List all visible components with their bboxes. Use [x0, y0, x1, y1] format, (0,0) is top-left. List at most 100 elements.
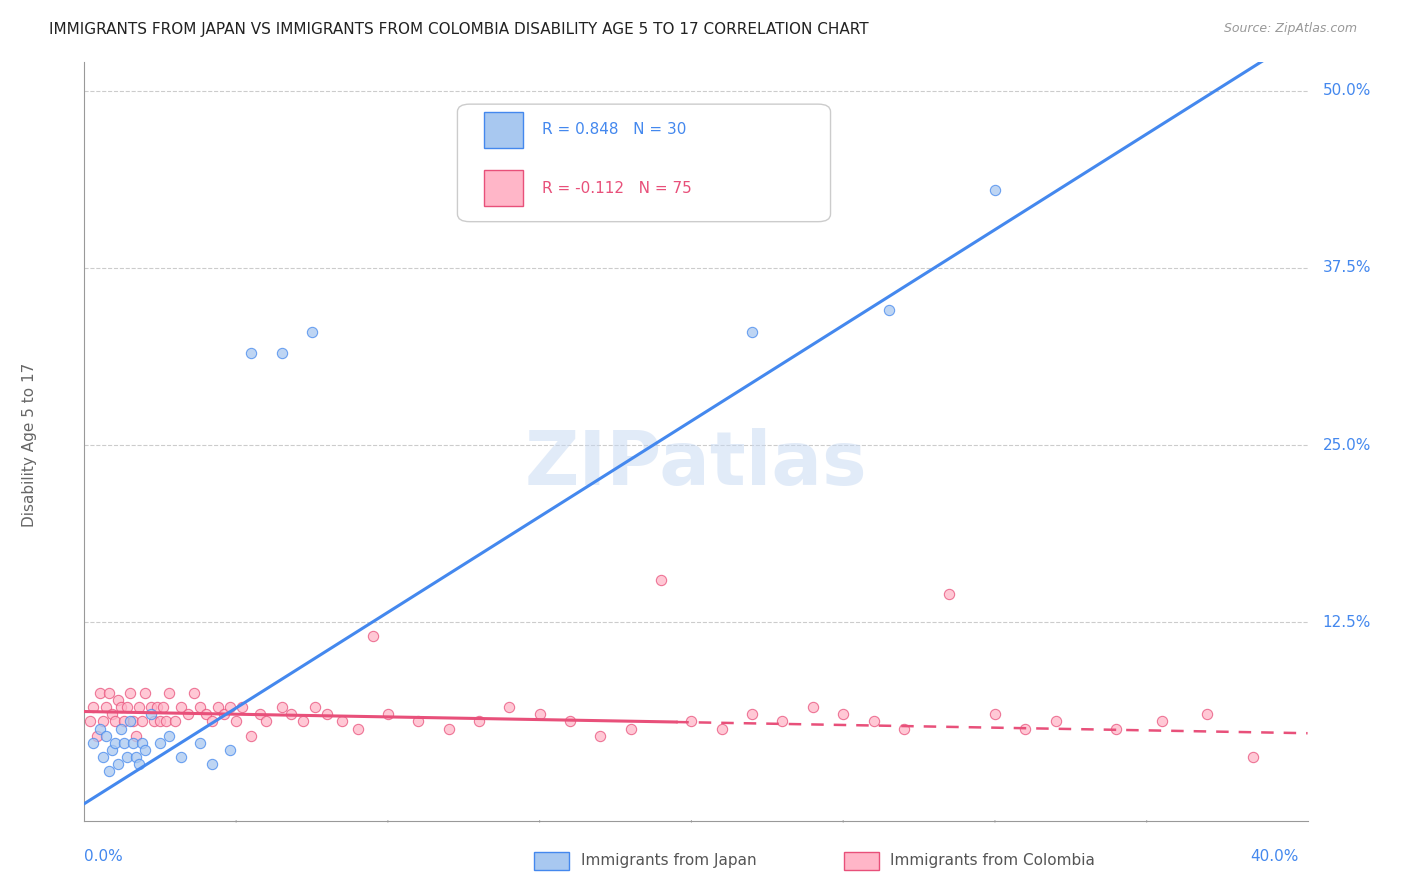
- Point: [231, 700, 253, 714]
- Point: [377, 707, 399, 722]
- Point: [82, 700, 104, 714]
- Point: [710, 722, 733, 736]
- Point: [558, 714, 581, 729]
- Point: [97, 686, 120, 700]
- Point: [249, 707, 271, 722]
- Point: [115, 700, 138, 714]
- Point: [212, 707, 235, 722]
- Point: [877, 303, 900, 318]
- Point: [79, 714, 101, 729]
- Point: [125, 729, 148, 743]
- Point: [91, 714, 114, 729]
- Point: [82, 736, 104, 750]
- Point: [772, 714, 794, 729]
- Point: [128, 756, 150, 771]
- Point: [346, 722, 368, 736]
- Text: 0.0%: 0.0%: [84, 849, 124, 864]
- Point: [100, 743, 122, 757]
- Point: [862, 714, 884, 729]
- Point: [157, 686, 180, 700]
- Point: [94, 729, 117, 743]
- Point: [89, 686, 111, 700]
- Point: [893, 722, 915, 736]
- Point: [97, 764, 120, 778]
- Point: [131, 714, 153, 729]
- Point: [801, 700, 824, 714]
- Point: [110, 722, 132, 736]
- Text: Immigrants from Colombia: Immigrants from Colombia: [890, 854, 1095, 868]
- Point: [143, 714, 166, 729]
- Point: [112, 714, 135, 729]
- Point: [104, 714, 127, 729]
- Point: [270, 346, 292, 360]
- Point: [330, 714, 353, 729]
- Point: [468, 714, 491, 729]
- Point: [1014, 722, 1036, 736]
- Point: [984, 707, 1007, 722]
- Text: Immigrants from Japan: Immigrants from Japan: [581, 854, 756, 868]
- Point: [107, 693, 129, 707]
- Point: [741, 325, 763, 339]
- Text: 25.0%: 25.0%: [1323, 438, 1371, 452]
- Point: [650, 573, 672, 587]
- Point: [1197, 707, 1219, 722]
- Point: [183, 686, 205, 700]
- Point: [170, 700, 193, 714]
- Point: [361, 629, 384, 643]
- Point: [146, 700, 169, 714]
- Point: [139, 707, 162, 722]
- Point: [529, 707, 551, 722]
- Point: [165, 714, 187, 729]
- Point: [291, 714, 314, 729]
- Text: Disability Age 5 to 17: Disability Age 5 to 17: [22, 363, 37, 527]
- Point: [1105, 722, 1128, 736]
- Text: ZIPatlas: ZIPatlas: [524, 428, 868, 500]
- Point: [256, 714, 278, 729]
- Text: IMMIGRANTS FROM JAPAN VS IMMIGRANTS FROM COLOMBIA DISABILITY AGE 5 TO 17 CORRELA: IMMIGRANTS FROM JAPAN VS IMMIGRANTS FROM…: [49, 22, 869, 37]
- Point: [115, 750, 138, 764]
- Point: [91, 750, 114, 764]
- Point: [219, 700, 242, 714]
- Point: [122, 714, 145, 729]
- Point: [104, 736, 127, 750]
- FancyBboxPatch shape: [457, 104, 831, 221]
- Point: [406, 714, 429, 729]
- Point: [157, 729, 180, 743]
- Text: R = -0.112   N = 75: R = -0.112 N = 75: [541, 181, 692, 196]
- Point: [1150, 714, 1173, 729]
- Point: [219, 743, 242, 757]
- Point: [94, 700, 117, 714]
- Point: [437, 722, 460, 736]
- Point: [110, 700, 132, 714]
- Bar: [484, 112, 523, 148]
- Point: [240, 729, 263, 743]
- Point: [194, 707, 217, 722]
- Text: 50.0%: 50.0%: [1323, 83, 1371, 98]
- Point: [89, 722, 111, 736]
- Point: [681, 714, 703, 729]
- Point: [741, 707, 763, 722]
- Point: [149, 736, 172, 750]
- Point: [152, 700, 174, 714]
- Point: [201, 756, 224, 771]
- Point: [304, 700, 326, 714]
- Bar: [484, 170, 523, 206]
- Point: [316, 707, 339, 722]
- Point: [589, 729, 612, 743]
- Point: [280, 707, 302, 722]
- Point: [498, 700, 520, 714]
- Point: [188, 736, 211, 750]
- Point: [270, 700, 292, 714]
- Point: [938, 587, 960, 601]
- Point: [984, 183, 1007, 197]
- Point: [832, 707, 855, 722]
- Text: 40.0%: 40.0%: [1250, 849, 1299, 864]
- Point: [301, 325, 323, 339]
- Point: [201, 714, 224, 729]
- Point: [240, 346, 263, 360]
- Point: [207, 700, 229, 714]
- Point: [118, 714, 141, 729]
- Point: [134, 686, 156, 700]
- Text: Source: ZipAtlas.com: Source: ZipAtlas.com: [1223, 22, 1357, 36]
- Point: [1241, 750, 1264, 764]
